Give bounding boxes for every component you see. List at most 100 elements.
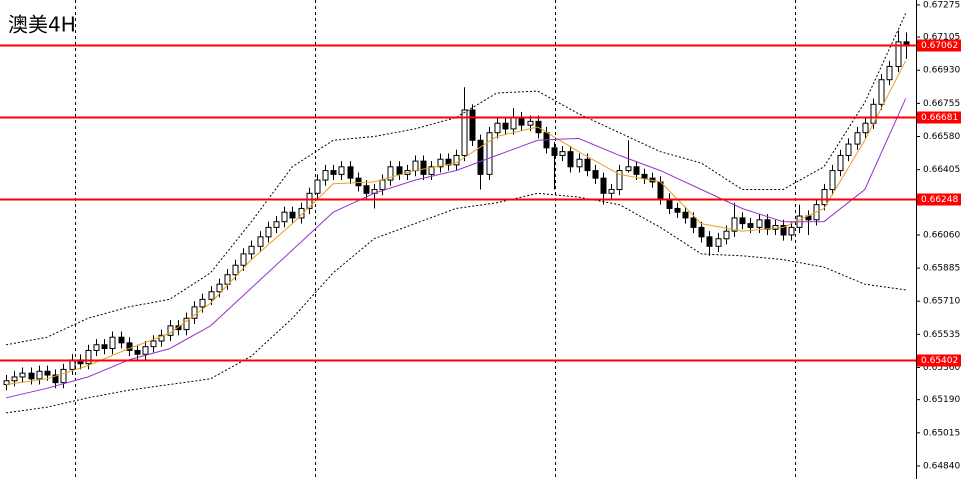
y-tick-label: 0.67275 (923, 0, 960, 10)
level-label: 0.65402 (921, 356, 958, 366)
candle-body (862, 122, 869, 134)
candle-body (878, 79, 885, 105)
candle-body (747, 223, 754, 228)
candle-body (379, 179, 386, 191)
candle-body (158, 334, 165, 342)
candle-body (584, 158, 591, 172)
y-tick-label: 0.66755 (923, 99, 960, 109)
candle-body (134, 349, 141, 355)
candle-body (93, 344, 100, 351)
candle-body (510, 117, 517, 130)
candle-body (445, 158, 452, 166)
candle-body (674, 207, 681, 213)
candle-body (829, 170, 836, 191)
candle-body (248, 245, 255, 255)
candle-body (698, 226, 705, 238)
level-label: 0.66681 (921, 113, 958, 123)
candle-body (477, 139, 484, 175)
y-tick-label: 0.65015 (923, 428, 960, 438)
candle-body (257, 236, 264, 247)
candle-body (11, 376, 18, 382)
candle-body (150, 340, 157, 348)
candle-body (657, 181, 664, 200)
candle-body (142, 346, 149, 355)
candle-body (731, 217, 738, 232)
candle-body (273, 221, 280, 228)
candle-body (486, 132, 493, 175)
candle-body (756, 219, 763, 228)
candle-body (387, 166, 394, 181)
candle-body (518, 117, 525, 126)
candle-body (527, 120, 534, 126)
candle-body (469, 109, 476, 141)
y-tick-label: 0.66580 (923, 132, 960, 142)
candle-body (764, 219, 771, 230)
candle-body (837, 154, 844, 172)
candle-body (109, 336, 116, 350)
candle-body (363, 185, 370, 194)
y-tick-label: 0.65360 (923, 363, 960, 373)
candle-body (412, 160, 419, 172)
candle-body (739, 217, 746, 225)
candle-body (28, 372, 35, 380)
candle-body (126, 342, 133, 351)
candle-body (428, 166, 435, 175)
candle-body (420, 160, 427, 175)
candle-body (600, 177, 607, 194)
candle-body (19, 372, 26, 378)
candle-body (216, 283, 223, 293)
candle-body (208, 291, 215, 300)
y-tick-label: 0.66405 (923, 165, 960, 175)
candle-body (101, 344, 108, 350)
indicator-line (6, 13, 907, 346)
candle-body (641, 173, 648, 179)
level-label-bg (917, 111, 961, 124)
candle-body (592, 170, 599, 179)
candle-body (355, 177, 362, 187)
y-tick-label: 0.65535 (923, 330, 960, 340)
candle-body (788, 226, 795, 236)
candle-body (265, 226, 272, 238)
candle-body (85, 349, 92, 365)
candle-body (118, 336, 125, 344)
candle-body (895, 41, 902, 67)
candle-body (224, 274, 231, 285)
chart-title: 澳美4H (8, 13, 76, 37)
level-label: 0.66248 (921, 195, 958, 205)
candle-body (232, 264, 239, 276)
indicator-line (6, 60, 907, 385)
candle-body (682, 211, 689, 219)
candle-body (576, 158, 583, 168)
y-tick-label: 0.67105 (923, 33, 960, 43)
candle-body (199, 298, 206, 308)
candle-body (780, 224, 787, 236)
candle-body (44, 370, 51, 376)
candle-body (886, 65, 893, 81)
y-tick-label: 0.65885 (923, 264, 960, 274)
indicator-line (6, 192, 906, 414)
candle-body (715, 238, 722, 247)
candle-body (551, 147, 558, 156)
candle-body (52, 374, 59, 384)
candle-body (437, 158, 444, 168)
candle-body (281, 211, 288, 223)
candle-body (289, 211, 296, 219)
candle-body (461, 109, 468, 156)
level-label: 0.67062 (921, 41, 958, 51)
candle-body (608, 189, 615, 194)
candle-body (175, 325, 182, 331)
candle-body (240, 253, 247, 266)
candle-body (723, 230, 730, 240)
candle-body (36, 370, 43, 380)
candle-body (183, 317, 190, 331)
candle-body (633, 166, 640, 175)
candle-body (330, 170, 337, 175)
level-label-bg (917, 193, 961, 206)
candle-body (298, 207, 305, 219)
candle-body (706, 236, 713, 247)
level-label-bg (917, 39, 961, 52)
candle-body (845, 143, 852, 156)
candle-body (854, 132, 861, 145)
